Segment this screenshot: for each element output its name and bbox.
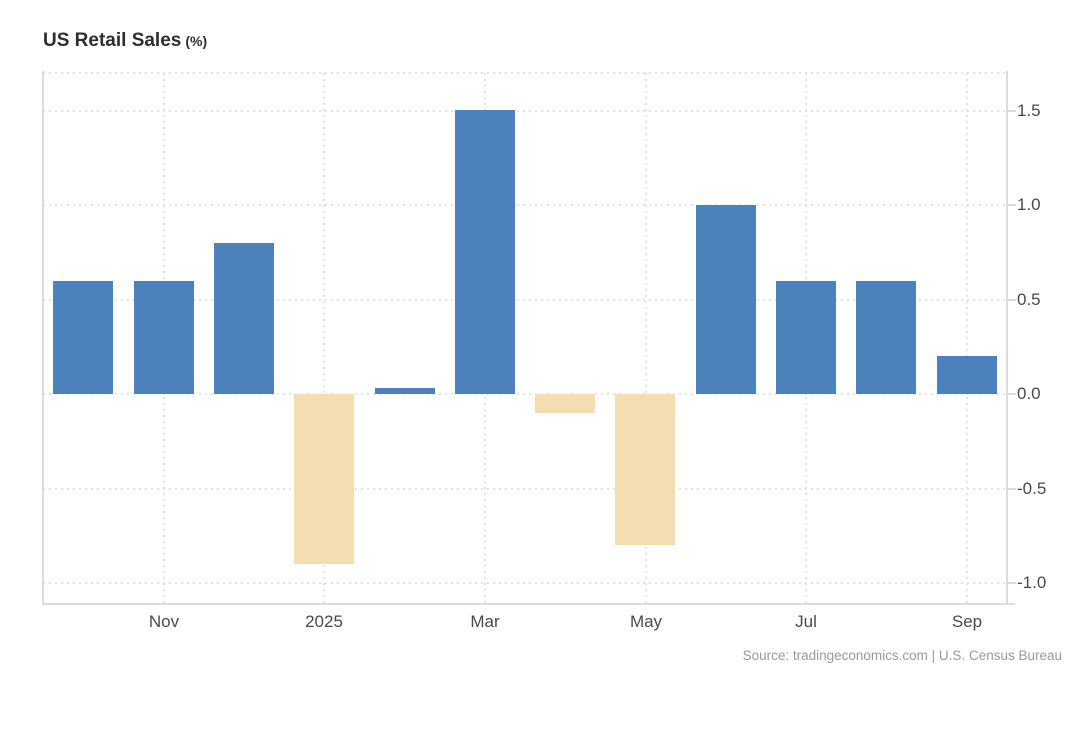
y-axis-tick-0.5 bbox=[1007, 299, 1016, 301]
h-gridline-0.0 bbox=[43, 393, 1007, 395]
x-tick-label-mar: Mar bbox=[470, 612, 500, 631]
v-gridline-sep bbox=[966, 73, 968, 603]
source-attribution: Source: tradingeconomics.com | U.S. Cens… bbox=[742, 648, 1062, 663]
chart-title: US Retail Sales (%) bbox=[43, 30, 207, 52]
y-axis-tick--1.0 bbox=[1007, 582, 1016, 584]
bar-dec-2024[interactable] bbox=[214, 243, 274, 394]
y-tick-label-0.5: 0.5 bbox=[1017, 290, 1041, 309]
chart-title-unit: (%) bbox=[185, 33, 208, 49]
chart-title-text: US Retail Sales bbox=[43, 30, 182, 51]
plot-top-border bbox=[43, 72, 1007, 74]
y-axis-tick-0.0 bbox=[1007, 393, 1016, 395]
y-tick-label-0.0: 0.0 bbox=[1017, 384, 1041, 403]
y-axis-line-right bbox=[1006, 71, 1008, 605]
x-tick-label-jul: Jul bbox=[795, 612, 817, 631]
y-tick-label-1.0: 1.0 bbox=[1017, 195, 1041, 214]
h-gridline--1.0 bbox=[43, 582, 1007, 584]
bar-jul-2025[interactable] bbox=[776, 281, 836, 394]
y-axis-tick-1.0 bbox=[1007, 204, 1016, 206]
h-gridline-1.5 bbox=[43, 110, 1007, 112]
bar-jan-2025[interactable] bbox=[294, 394, 354, 564]
bar-nov-2024[interactable] bbox=[134, 281, 194, 394]
y-tick-label--1.0: -1.0 bbox=[1017, 573, 1047, 592]
x-axis-line bbox=[42, 603, 1015, 605]
y-axis-tick-1.5 bbox=[1007, 110, 1016, 112]
x-tick-label-2025: 2025 bbox=[305, 612, 343, 631]
bar-apr-2025[interactable] bbox=[535, 394, 595, 413]
y-axis-tick--0.5 bbox=[1007, 488, 1016, 490]
bar-aug-2025[interactable] bbox=[856, 281, 916, 394]
plot-area: 1.5 1.0 0.5 0.0 -0.5 -1.0 Nov 2025 Mar May Jul Sep bbox=[42, 71, 1046, 631]
h-gridline--0.5 bbox=[43, 488, 1007, 490]
bar-oct-2024[interactable] bbox=[53, 281, 113, 394]
v-gridline-may bbox=[645, 73, 647, 603]
x-tick-label-nov: Nov bbox=[148, 612, 180, 631]
x-tick-label-sep: Sep bbox=[951, 612, 983, 631]
bar-sep-2025[interactable] bbox=[937, 356, 997, 394]
y-tick-label-1.5: 1.5 bbox=[1017, 101, 1041, 120]
bar-may-2025[interactable] bbox=[615, 394, 675, 545]
bar-mar-2025[interactable] bbox=[455, 110, 515, 394]
y-axis-line-left bbox=[42, 71, 44, 605]
h-gridline-1.0 bbox=[43, 204, 1007, 206]
bar-feb-2025[interactable] bbox=[375, 388, 435, 394]
v-gridline-2025 bbox=[323, 73, 325, 603]
x-tick-label-may: May bbox=[629, 612, 663, 631]
y-tick-label--0.5: -0.5 bbox=[1017, 479, 1047, 498]
h-gridline-0.5 bbox=[43, 299, 1007, 301]
bar-jun-2025[interactable] bbox=[696, 205, 756, 394]
